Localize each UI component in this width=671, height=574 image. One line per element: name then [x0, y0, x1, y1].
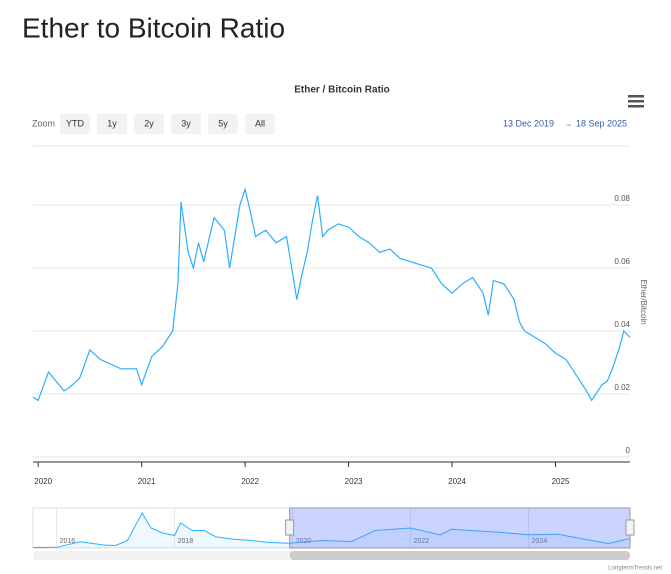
- navigator-area: [33, 513, 630, 548]
- navigator-tick-label: 2022: [414, 538, 430, 545]
- x-tick-label: 2024: [448, 477, 466, 486]
- y-tick-label: 0.04: [614, 320, 630, 329]
- menu-icon[interactable]: [628, 95, 644, 108]
- zoom-button[interactable]: YTD: [60, 114, 90, 134]
- button-label: 2y: [144, 118, 154, 128]
- x-tick-label: 2020: [34, 477, 52, 486]
- button-bg: [245, 114, 275, 134]
- button-bg: [208, 114, 238, 134]
- x-tick-label: 2023: [345, 477, 363, 486]
- button-label: All: [255, 118, 265, 128]
- zoom-button[interactable]: 5y: [208, 114, 238, 134]
- button-label: 1y: [107, 118, 117, 128]
- navigator-handle[interactable]: [285, 519, 295, 536]
- zoom-button[interactable]: 2y: [134, 114, 164, 134]
- footer: LongtermTrends.net: [608, 566, 662, 572]
- navigator-handle[interactable]: [625, 519, 635, 536]
- navigator-line: [32, 511, 631, 548]
- menu-bar: [628, 105, 644, 108]
- chart-title: Ether / Bitcoin Ratio: [294, 85, 390, 96]
- navigator-tick-label: 2016: [60, 538, 76, 545]
- button-bg: [60, 114, 90, 134]
- range-from[interactable]: 13 Dec 2019: [503, 118, 554, 128]
- range-to[interactable]: 18 Sep 2025: [576, 118, 627, 128]
- zoom-button[interactable]: 1y: [97, 114, 127, 134]
- zoom-button[interactable]: 3y: [171, 114, 201, 134]
- y-tick-label: 0: [626, 446, 631, 455]
- scrollbar-thumb[interactable]: [289, 551, 630, 560]
- button-label: 5y: [218, 118, 228, 128]
- navigator-tick-label: 2024: [532, 538, 548, 545]
- navigator-tick-label: 2020: [296, 538, 312, 545]
- y-tick-label: 0.08: [614, 194, 630, 203]
- button-label: 3y: [181, 118, 191, 128]
- x-tick-label: 2025: [552, 477, 570, 486]
- button-label: YTD: [66, 118, 85, 128]
- page-title: Ether to Bitcoin Ratio: [22, 12, 285, 43]
- x-tick-label: 2022: [241, 477, 259, 486]
- button-bg: [171, 114, 201, 134]
- button-bg: [97, 114, 127, 134]
- x-tick-label: 2021: [138, 477, 156, 486]
- navigator-tick-label: 2018: [178, 538, 194, 545]
- navigator-selection[interactable]: [289, 507, 631, 549]
- range-arrow: →: [564, 118, 573, 128]
- zoom-label: Zoom: [32, 118, 55, 128]
- y-tick-label: 0.02: [614, 383, 630, 392]
- y-axis-title: Ether/Bitcoin: [639, 279, 648, 324]
- button-bg: [134, 114, 164, 134]
- menu-bar: [628, 100, 644, 103]
- zoom-button[interactable]: All: [245, 114, 275, 134]
- y-tick-label: 0.06: [614, 257, 630, 266]
- menu-bar: [628, 95, 644, 98]
- series-line: [32, 187, 631, 402]
